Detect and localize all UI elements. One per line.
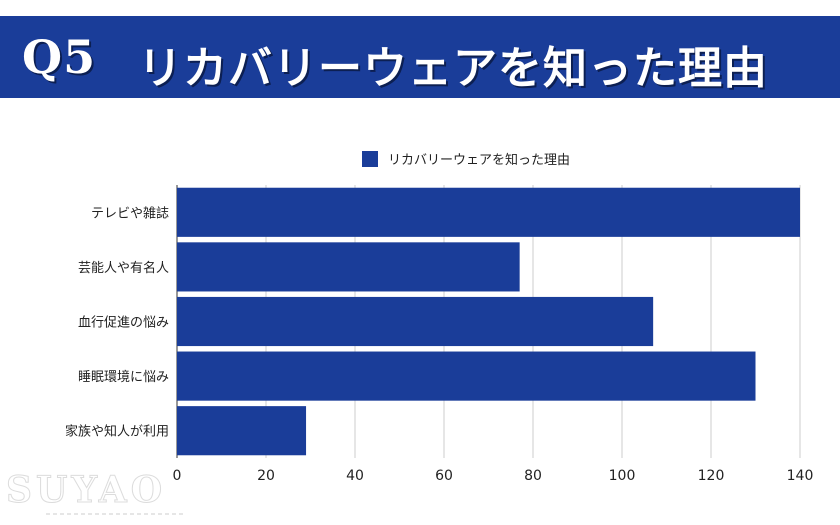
bar — [177, 296, 654, 347]
x-tick-label: 80 — [524, 468, 542, 484]
bars — [177, 187, 800, 456]
bar — [177, 406, 307, 456]
page-title: リカバリーウェアを知った理由 — [138, 43, 768, 94]
x-tick-label: 120 — [698, 468, 725, 484]
x-tick-label: 140 — [787, 468, 814, 484]
suyao-watermark-logo: SUYAO — [6, 469, 186, 515]
legend-swatch — [362, 151, 378, 167]
watermark-text: SUYAO — [6, 469, 166, 511]
bar — [177, 242, 520, 292]
header-banner: Q5 リカバリーウェアを知った理由 — [0, 0, 840, 102]
question-number: Q5 — [22, 30, 97, 84]
category-label: テレビや雑誌 — [91, 205, 169, 221]
bar — [177, 187, 800, 237]
header-bar — [0, 16, 840, 98]
bar — [177, 351, 756, 401]
x-tick-label: 60 — [435, 468, 453, 484]
category-label: 家族や知人が利用 — [65, 424, 169, 440]
category-label: 芸能人や有名人 — [78, 260, 169, 276]
category-label: 睡眠環境に悩み — [78, 370, 169, 385]
x-tick-label: 100 — [609, 468, 636, 484]
category-label: 血行促進の悩み — [78, 316, 169, 331]
x-tick-label: 40 — [346, 468, 364, 484]
legend: リカバリーウェアを知った理由 — [362, 151, 570, 168]
x-tick-label: 20 — [257, 468, 275, 484]
legend-label: リカバリーウェアを知った理由 — [388, 152, 570, 168]
x-tick-label: 0 — [173, 468, 182, 484]
x-tick-labels: 0 20 40 60 80 100 120 140 — [173, 468, 814, 484]
